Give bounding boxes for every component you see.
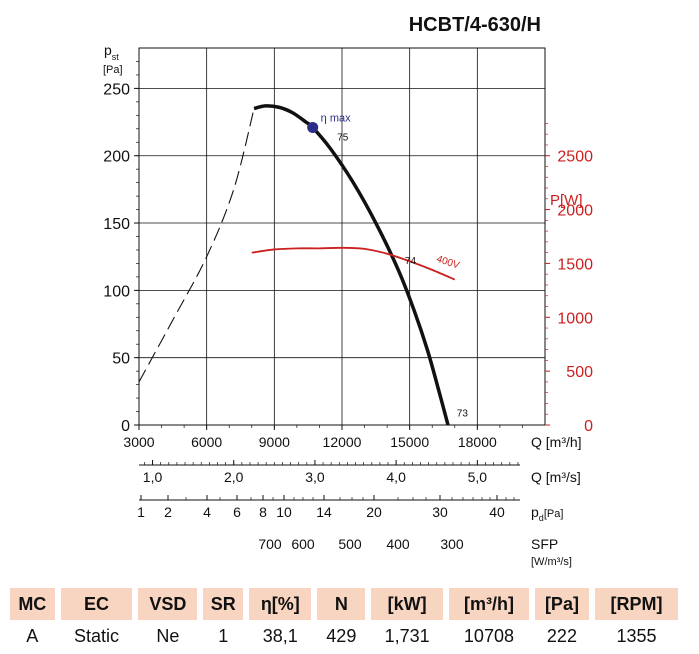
sfp-tick-label: 300 <box>440 536 464 552</box>
qs-tick-label: 2,0 <box>224 469 244 485</box>
spec-table: MC EC VSD SR η[%] N [kW] [m³/h] [Pa] [RP… <box>4 588 684 652</box>
series-line-0 <box>138 108 255 383</box>
series-line-2 <box>251 246 456 281</box>
pd-tick-label: 8 <box>259 504 267 520</box>
annotation-label: 73 <box>457 408 469 419</box>
right-tick-label: 2500 <box>557 149 593 166</box>
spec-value-pa: 222 <box>546 625 577 646</box>
series-layer <box>138 104 456 426</box>
qs-tick-label: 3,0 <box>305 469 325 485</box>
x-axis: Q [m³/h] 3000 6000 9000 12000 15000 18000 <box>123 425 582 450</box>
pd-tick-label: 4 <box>203 504 211 520</box>
spec-value-row: A Static Ne 1 38,1 429 1,731 10708 222 1… <box>10 620 678 652</box>
secondary-axis-sfp: SFP [W/m³/s] 700 600 500 400 300 <box>258 536 572 568</box>
x-tick-label: 3000 <box>123 434 154 450</box>
left-tick-label: 100 <box>103 283 130 300</box>
sfp-tick-label: 400 <box>386 536 410 552</box>
spec-header-ec: EC <box>60 588 133 620</box>
spec-header-row: MC EC VSD SR η[%] N [kW] [m³/h] [Pa] [RP… <box>10 588 678 620</box>
left-tick-label: 150 <box>103 216 130 233</box>
left-axis: pst [Pa] 0 50 100 150 200 250 <box>103 42 139 435</box>
pd-tick-label: 2 <box>164 504 172 520</box>
annotation-label: 75 <box>337 132 349 143</box>
qs-tick-label: 1,0 <box>143 469 163 485</box>
secondary-axis-qs: Q [m³/s] 1,0 2,0 3,0 4,0 5,0 <box>139 460 581 485</box>
annotation-label: 400V <box>435 254 461 272</box>
right-tick-label: 1500 <box>557 256 593 273</box>
x-tick-label: 15000 <box>390 434 429 450</box>
x-tick-label: 18000 <box>458 434 497 450</box>
plot-grid <box>139 48 545 425</box>
annotation-layer: η max 75 74 73 400V <box>307 112 468 419</box>
qs-axis-label: Q [m³/s] <box>531 469 581 485</box>
annotation-label: 74 <box>405 256 417 267</box>
eta-max-point <box>307 121 319 133</box>
spec-header-n: N <box>317 588 366 620</box>
left-tick-label: 0 <box>121 418 130 435</box>
right-tick-label: 2000 <box>557 203 593 220</box>
spec-value-ec: Static <box>73 625 120 646</box>
spec-header-eta: η[%] <box>249 588 312 620</box>
right-tick-label: 0 <box>584 418 593 435</box>
pd-tick-label: 20 <box>366 504 382 520</box>
pd-tick-label: 14 <box>316 504 332 520</box>
pd-tick-label: 10 <box>276 504 292 520</box>
spec-header-kw: [kW] <box>371 588 444 620</box>
left-tick-label: 50 <box>112 351 130 368</box>
left-tick-label: 250 <box>103 81 130 98</box>
right-axis-label: P[W] <box>550 192 583 209</box>
left-axis-label: pst <box>104 42 119 62</box>
qs-tick-label: 5,0 <box>468 469 488 485</box>
right-axis: P[W] 0 500 1000 1500 2000 2500 <box>545 123 593 435</box>
chart-title: HCBT/4-630/H <box>409 14 541 36</box>
sfp-tick-label: 500 <box>338 536 362 552</box>
spec-value-kw: 1,731 <box>384 625 430 646</box>
left-tick-label: 200 <box>103 149 130 166</box>
spec-value-rpm: 1355 <box>616 625 657 646</box>
annotation-label: η max <box>321 112 351 124</box>
spec-value-vsd: Ne <box>156 625 180 646</box>
pd-tick-label: 30 <box>432 504 448 520</box>
x-tick-label: 12000 <box>323 434 362 450</box>
left-axis-unit: [Pa] <box>103 64 123 76</box>
spec-value-mc: A <box>26 625 39 646</box>
x-tick-label: 6000 <box>191 434 222 450</box>
sfp-tick-label: 700 <box>258 536 282 552</box>
spec-header-mc: MC <box>10 588 55 620</box>
spec-header-rpm: [RPM] <box>595 588 678 620</box>
spec-value-n: 429 <box>326 625 357 646</box>
sfp-axis-unit: [W/m³/s] <box>531 556 572 568</box>
sfp-axis-label: SFP <box>531 536 558 552</box>
series-line-1 <box>253 104 450 426</box>
secondary-axis-pd: pd[Pa] 1 2 4 6 8 10 14 20 30 40 <box>137 495 563 523</box>
spec-value-sr: 1 <box>218 625 229 646</box>
sfp-tick-label: 600 <box>291 536 315 552</box>
spec-header-sr: SR <box>203 588 244 620</box>
qs-tick-label: 4,0 <box>386 469 406 485</box>
x-axis-label: Q [m³/h] <box>531 434 582 450</box>
spec-header-vsd: VSD <box>138 588 198 620</box>
right-tick-label: 500 <box>566 364 593 381</box>
spec-value-eta: 38,1 <box>262 625 298 646</box>
pd-axis-label: pd[Pa] <box>531 504 563 523</box>
spec-header-pa: [Pa] <box>534 588 590 620</box>
pd-tick-label: 1 <box>137 504 145 520</box>
x-tick-label: 9000 <box>259 434 290 450</box>
spec-value-flow: 10708 <box>463 625 514 646</box>
pd-tick-label: 40 <box>489 504 505 520</box>
right-tick-label: 1000 <box>557 310 593 327</box>
spec-header-flow: [m³/h] <box>449 588 529 620</box>
pd-tick-label: 6 <box>233 504 241 520</box>
